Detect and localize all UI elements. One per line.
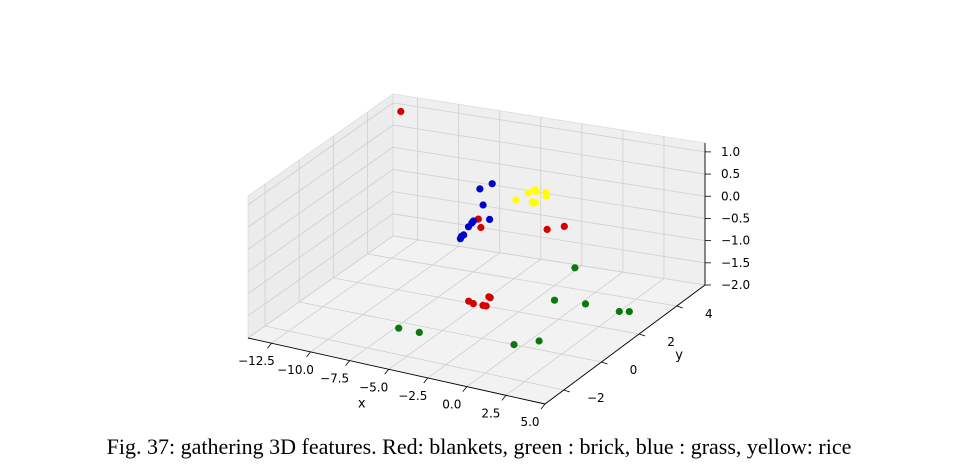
grass-point bbox=[476, 185, 484, 193]
x-gridline-floor bbox=[271, 239, 418, 344]
rice-point bbox=[512, 196, 520, 204]
grass-point bbox=[469, 217, 477, 225]
z-gridline-left bbox=[247, 169, 394, 272]
x-axis-label: x bbox=[358, 396, 366, 411]
grass-point bbox=[457, 232, 465, 240]
z-gridline-left bbox=[247, 124, 394, 228]
z-gridline-back bbox=[392, 213, 706, 264]
z-tick-label: 0.0 bbox=[721, 189, 740, 203]
x-tick-mark bbox=[540, 403, 546, 410]
y-tick-label: 0 bbox=[630, 363, 638, 377]
figure-caption: Fig. 37: gathering 3D features. Red: bla… bbox=[106, 434, 852, 459]
x-gridline-floor bbox=[310, 245, 459, 353]
y-tick-label: 2 bbox=[667, 335, 675, 349]
x-tick-mark bbox=[501, 395, 507, 401]
blankets-point bbox=[397, 107, 405, 116]
x-gridline-floor bbox=[388, 258, 542, 370]
z-gridline-left bbox=[247, 235, 394, 339]
y-gridline-floor bbox=[367, 253, 677, 307]
z-gridline-back bbox=[392, 146, 706, 197]
z-gridline-back bbox=[392, 235, 706, 286]
x-tick-mark bbox=[423, 377, 429, 384]
x-tick-label: −12.5 bbox=[238, 354, 275, 368]
x-axis-line bbox=[247, 337, 546, 405]
grass-point bbox=[488, 180, 496, 188]
y-axis-line bbox=[544, 284, 706, 405]
z-gridline-left bbox=[247, 191, 394, 294]
brick-point bbox=[581, 300, 590, 308]
brick-point bbox=[571, 264, 579, 272]
x-gridline-floor bbox=[505, 278, 665, 396]
y-tick-mark bbox=[676, 305, 683, 309]
scatter-3d-plot: −12.5−10.0 −7.5 −5.0 −2.5 0.0 2.5 5.0 −2 0 2 4 1.0 0… bbox=[238, 93, 750, 429]
x-gridline-floor bbox=[466, 271, 624, 387]
rice-point bbox=[524, 189, 533, 197]
x-tick-label: 0.0 bbox=[442, 398, 461, 412]
y-axis-label: y bbox=[675, 348, 683, 363]
x-tick-mark bbox=[345, 360, 350, 366]
series-grass bbox=[456, 180, 496, 243]
z-gridline-left bbox=[247, 146, 394, 250]
x-tick-label: −2.5 bbox=[398, 389, 427, 403]
z-tick-label: −1.0 bbox=[721, 234, 750, 248]
x-gridline-floor bbox=[349, 252, 500, 361]
brick-point bbox=[415, 328, 423, 336]
series-blankets bbox=[397, 107, 568, 310]
brick-point bbox=[510, 341, 518, 349]
x-tick-mark bbox=[267, 342, 272, 349]
z-gridline-back bbox=[392, 124, 706, 175]
z-tick-label: −2.0 bbox=[721, 278, 750, 292]
x-tick-mark bbox=[306, 351, 311, 358]
z-tick-label: −1.5 bbox=[721, 256, 750, 270]
x-tick-label: −7.5 bbox=[320, 372, 349, 386]
grass-point bbox=[486, 215, 494, 223]
z-tick-label: −0.5 bbox=[721, 211, 750, 225]
z-gridline-left bbox=[247, 102, 394, 206]
grass-point bbox=[479, 201, 487, 209]
y-tick-mark bbox=[638, 333, 646, 337]
y-tick-label: −2 bbox=[587, 391, 605, 405]
series-rice bbox=[512, 186, 550, 207]
x-gridline-floor bbox=[427, 265, 583, 379]
series-brick bbox=[395, 264, 633, 349]
rice-point bbox=[532, 188, 540, 196]
rice-point bbox=[542, 192, 550, 200]
x-tick-label: −5.0 bbox=[359, 380, 388, 394]
blankets-point bbox=[543, 225, 551, 233]
z-gridline-back bbox=[392, 102, 706, 153]
brick-point bbox=[395, 324, 403, 332]
brick-point bbox=[615, 307, 623, 316]
y-tick-mark bbox=[601, 361, 608, 365]
y-tick-label: 4 bbox=[705, 307, 713, 321]
blankets-point bbox=[482, 302, 490, 310]
x-tick-label: 5.0 bbox=[520, 415, 539, 429]
x-tick-label: −10.0 bbox=[277, 363, 314, 377]
blankets-point bbox=[465, 297, 473, 305]
y-gridline-floor bbox=[264, 325, 564, 391]
brick-point bbox=[550, 296, 559, 304]
rice-point bbox=[529, 199, 538, 207]
z-gridline-left bbox=[247, 213, 394, 317]
y-tick-mark bbox=[563, 389, 570, 393]
blankets-point bbox=[477, 223, 485, 232]
x-tick-mark bbox=[384, 369, 389, 375]
z-tick-label: 1.0 bbox=[721, 145, 740, 159]
blankets-point bbox=[485, 293, 493, 301]
y-gridline-floor bbox=[299, 301, 602, 363]
x-tick-label: 2.5 bbox=[481, 406, 500, 420]
blankets-point bbox=[560, 222, 568, 230]
brick-point bbox=[535, 337, 543, 345]
z-tick-label: 0.5 bbox=[721, 167, 740, 181]
z-gridline-back bbox=[392, 191, 706, 242]
x-tick-mark bbox=[462, 386, 468, 392]
brick-point bbox=[625, 308, 633, 316]
